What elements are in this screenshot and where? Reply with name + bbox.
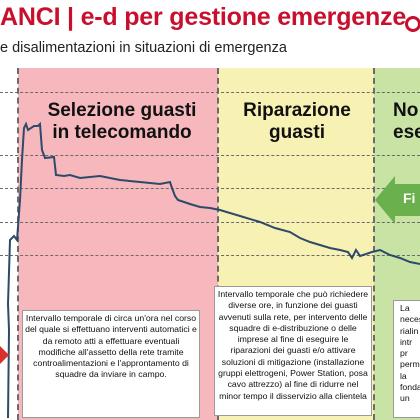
phase-title-text: Riparazione guasti (243, 100, 351, 143)
description-box-selezione: Intervallo temporale di circa un'ora nel… (22, 310, 200, 418)
normalization-arrow (394, 184, 420, 216)
service-curve-drop (7, 303, 11, 419)
grid-line (0, 255, 420, 256)
grid-line (0, 92, 420, 93)
phase-title-normalizzazione: No ese (393, 100, 420, 144)
phase-divider (217, 68, 219, 420)
grid-line (0, 188, 420, 189)
arrow-label: Fi (403, 190, 416, 206)
phase-title-riparazione: Riparazione guasti (222, 100, 372, 144)
red-marker-icon (0, 346, 9, 364)
phase-title-selezione: Selezione guasti in telecomando (32, 100, 212, 144)
page-subtitle: e disalimentazioni in situazioni di emer… (0, 40, 287, 56)
phase-title-text: Selezione guasti in telecomando (47, 100, 197, 143)
description-text: Intervallo temporale che può richiedere … (217, 289, 369, 401)
arrow-left-icon (375, 176, 395, 224)
description-text: Intervallo temporale di circa un'ora nel… (25, 313, 197, 380)
description-text: La neces rialin intr pr perma la fonda u… (400, 303, 420, 404)
description-box-normalizzazione: La neces rialin intr pr perma la fonda u… (393, 300, 420, 418)
page-title: ANCI | e-d per gestione emergenze (0, 3, 407, 31)
brand-logo-icon (405, 16, 420, 32)
phase-divider (17, 68, 19, 420)
phase-divider (373, 68, 375, 420)
service-curve-line (7, 121, 420, 305)
description-box-riparazione: Intervallo temporale che può richiedere … (214, 286, 372, 416)
grid-line (0, 222, 420, 223)
phase-title-text: No ese (393, 100, 420, 143)
grid-line (0, 155, 420, 156)
